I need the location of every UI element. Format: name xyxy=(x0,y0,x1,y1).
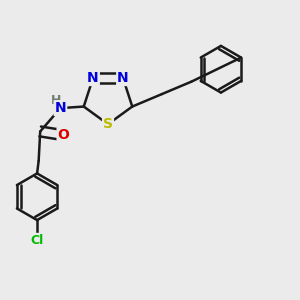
Text: N: N xyxy=(55,101,66,115)
Text: H: H xyxy=(51,94,61,107)
Text: Cl: Cl xyxy=(31,234,44,247)
Text: S: S xyxy=(103,117,113,131)
Text: N: N xyxy=(117,71,129,85)
Text: N: N xyxy=(87,71,99,85)
Text: O: O xyxy=(58,128,70,142)
